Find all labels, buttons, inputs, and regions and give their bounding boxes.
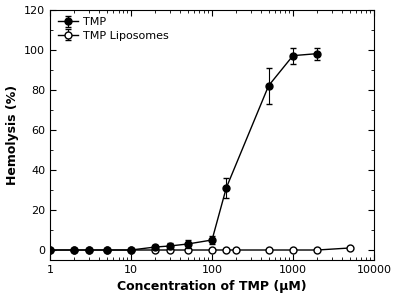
X-axis label: Concentration of TMP (μM): Concentration of TMP (μM) xyxy=(117,280,307,293)
Y-axis label: Hemolysis (%): Hemolysis (%) xyxy=(6,85,19,185)
Legend: TMP, TMP Liposomes: TMP, TMP Liposomes xyxy=(56,15,172,43)
